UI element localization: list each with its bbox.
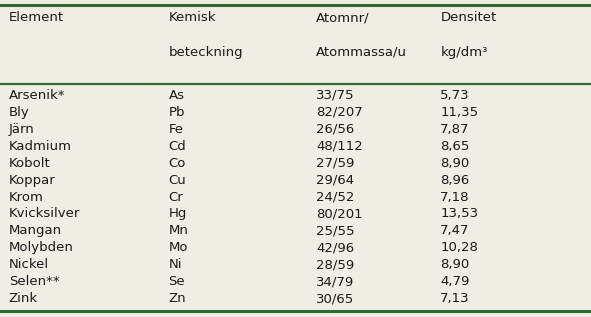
Text: kg/dm³: kg/dm³ [440,46,488,59]
Text: 42/96: 42/96 [316,242,355,255]
Text: 26/56: 26/56 [316,123,355,136]
Text: Järn: Järn [9,123,35,136]
Text: Krom: Krom [9,191,44,204]
Text: Element: Element [9,11,64,24]
Text: Bly: Bly [9,106,30,119]
Text: Co: Co [168,157,186,170]
Text: 8,65: 8,65 [440,139,470,153]
Text: 8,90: 8,90 [440,157,469,170]
Text: 48/112: 48/112 [316,139,363,153]
Text: Densitet: Densitet [440,11,496,24]
Text: Fe: Fe [168,123,183,136]
Text: Cr: Cr [168,191,183,204]
Text: Mangan: Mangan [9,224,62,237]
Text: Pb: Pb [168,106,185,119]
Text: 13,53: 13,53 [440,207,479,221]
Text: Ni: Ni [168,258,182,271]
Text: 7,87: 7,87 [440,123,470,136]
Text: 28/59: 28/59 [316,258,355,271]
Text: Arsenik*: Arsenik* [9,89,66,102]
Text: 34/79: 34/79 [316,275,355,288]
Text: Zn: Zn [168,292,186,305]
Text: 11,35: 11,35 [440,106,479,119]
Text: Kemisk: Kemisk [168,11,216,24]
Text: 29/64: 29/64 [316,174,355,187]
Text: Molybden: Molybden [9,242,74,255]
Text: 27/59: 27/59 [316,157,355,170]
Text: Cd: Cd [168,139,186,153]
Text: 33/75: 33/75 [316,89,355,102]
Text: 30/65: 30/65 [316,292,355,305]
Text: Kvicksilver: Kvicksilver [9,207,80,221]
Text: 80/201: 80/201 [316,207,363,221]
Text: Selen**: Selen** [9,275,60,288]
Text: Kadmium: Kadmium [9,139,72,153]
Text: 5,73: 5,73 [440,89,470,102]
Text: 24/52: 24/52 [316,191,355,204]
Text: Atommassa/u: Atommassa/u [316,46,407,59]
Text: Kobolt: Kobolt [9,157,51,170]
Text: 4,79: 4,79 [440,275,470,288]
Text: Koppar: Koppar [9,174,56,187]
Text: Cu: Cu [168,174,186,187]
Text: Nickel: Nickel [9,258,49,271]
Text: Zink: Zink [9,292,38,305]
Text: 82/207: 82/207 [316,106,363,119]
Text: Mn: Mn [168,224,189,237]
Text: 25/55: 25/55 [316,224,355,237]
Text: Hg: Hg [168,207,187,221]
Text: Se: Se [168,275,185,288]
Text: 8,96: 8,96 [440,174,469,187]
Text: 10,28: 10,28 [440,242,478,255]
Text: 8,90: 8,90 [440,258,469,271]
Text: As: As [168,89,184,102]
Text: 7,13: 7,13 [440,292,470,305]
Text: 7,47: 7,47 [440,224,470,237]
Text: beteckning: beteckning [168,46,243,59]
Text: Atomnr/: Atomnr/ [316,11,370,24]
Text: 7,18: 7,18 [440,191,470,204]
Text: Mo: Mo [168,242,188,255]
